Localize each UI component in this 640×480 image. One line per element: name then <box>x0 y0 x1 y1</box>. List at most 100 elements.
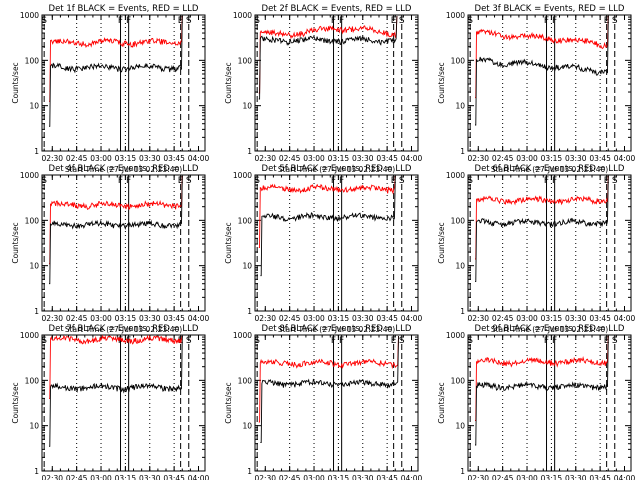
series-events-black <box>475 335 609 446</box>
x-tick-label: 03:00 <box>516 154 538 163</box>
marker-label: S <box>254 176 260 186</box>
y-tick-label: 1000 <box>446 11 465 20</box>
y-tick-label: 100 <box>25 376 40 385</box>
plot-frame <box>467 174 632 312</box>
x-tick-label: 02:30 <box>467 474 489 480</box>
marker-label: S <box>41 176 47 186</box>
x-tick-label: 03:45 <box>163 314 185 323</box>
x-tick-label: 02:30 <box>41 474 63 480</box>
panel-det-7: Det 7f BLACK = Events, RED = LLD Counts/s… <box>11 324 210 480</box>
x-tick-label: 02:45 <box>66 314 88 323</box>
x-tick-label: 03:00 <box>516 314 538 323</box>
x-tick-label: 03:30 <box>139 314 161 323</box>
series-events-black <box>258 15 398 100</box>
plot-frame <box>41 174 206 312</box>
x-tick-label: 03:15 <box>328 314 350 323</box>
series-lld-red <box>49 15 183 102</box>
x-axis-label: Start Time (27-Jul-13 02:23:40) <box>491 165 608 174</box>
x-tick-label: 03:30 <box>352 474 374 480</box>
marker-label: E <box>604 336 610 346</box>
x-tick-label: 03:45 <box>589 314 611 323</box>
x-tick-label: 04:00 <box>401 154 423 163</box>
panel-det-9: Det 9f BLACK = Events, RED = LLD Counts/s… <box>437 324 636 480</box>
marker-label: E <box>391 176 397 186</box>
chart-title: Det 3f BLACK = Events, RED = LLD <box>475 4 625 14</box>
x-axis-label: Start Time (27-Jul-13 02:23:40) <box>65 165 182 174</box>
y-axis-label: Counts/sec <box>437 222 446 263</box>
x-tick-label: 02:30 <box>254 154 276 163</box>
marker-label: F <box>118 16 123 26</box>
x-tick-label: 04:00 <box>188 314 210 323</box>
y-tick-label: 10 <box>29 262 39 271</box>
panel-det-3: Det 3f BLACK = Events, RED = LLD Counts/s… <box>437 4 636 174</box>
y-tick-label: 1000 <box>233 331 252 340</box>
series-lld-red <box>49 175 183 265</box>
y-axis-label: Counts/sec <box>437 62 446 103</box>
y-tick-label: 10 <box>242 262 252 271</box>
x-tick-label: 03:15 <box>541 474 563 480</box>
marker-label: S <box>467 336 473 346</box>
x-axis-label: Start Time (27-Jul-13 02:23:40) <box>278 325 395 334</box>
marker-label: S <box>467 16 473 26</box>
y-tick-label: 1000 <box>20 11 39 20</box>
y-tick-label: 1 <box>34 147 39 156</box>
x-tick-label: 02:45 <box>492 314 514 323</box>
plot-frame <box>254 14 419 152</box>
x-tick-label: 03:30 <box>565 474 587 480</box>
y-tick-label: 1000 <box>233 11 252 20</box>
x-tick-label: 03:15 <box>115 474 137 480</box>
x-tick-label: 03:30 <box>565 154 587 163</box>
series-lld-red <box>475 175 609 260</box>
plot-frame <box>41 334 206 472</box>
y-tick-label: 1 <box>34 307 39 316</box>
y-tick-label: 100 <box>451 56 466 65</box>
x-tick-label: 02:45 <box>492 474 514 480</box>
x-tick-label: 02:30 <box>467 314 489 323</box>
marker-label: F <box>544 176 549 186</box>
x-axis-label: Start Time (27-Jul-13 02:23:40) <box>491 325 608 334</box>
y-tick-label: 1000 <box>446 331 465 340</box>
marker-label: S <box>254 336 260 346</box>
marker-label: S <box>612 16 618 26</box>
x-tick-label: 04:00 <box>401 314 423 323</box>
marker-label: E <box>178 176 184 186</box>
y-tick-label: 100 <box>238 376 253 385</box>
chart-title: Det 6f BLACK = Events, RED = LLD <box>475 164 625 174</box>
y-axis-label: Counts/sec <box>224 222 233 263</box>
panel-det-5: Det 5f BLACK = Events, RED = LLD Counts/s… <box>224 164 423 334</box>
marker-label: F <box>126 16 131 26</box>
y-tick-label: 1 <box>34 467 39 476</box>
y-tick-label: 1 <box>460 147 465 156</box>
y-tick-label: 100 <box>451 376 466 385</box>
y-tick-label: 100 <box>25 56 40 65</box>
marker-label: E <box>391 16 397 26</box>
y-tick-label: 1 <box>247 467 252 476</box>
x-tick-label: 03:15 <box>328 474 350 480</box>
chart-title: Det 8f BLACK = Events, RED = LLD <box>262 324 412 334</box>
x-tick-label: 02:45 <box>279 154 301 163</box>
plot-frame <box>41 14 206 152</box>
x-tick-label: 02:45 <box>492 154 514 163</box>
y-tick-label: 1 <box>460 467 465 476</box>
marker-label: F <box>552 336 557 346</box>
marker-label: S <box>186 176 192 186</box>
x-tick-label: 03:45 <box>376 474 398 480</box>
marker-label: F <box>331 176 336 186</box>
panel-det-2: Det 2f BLACK = Events, RED = LLD Counts/s… <box>224 4 423 174</box>
chart-title: Det 4f BLACK = Events, RED = LLD <box>49 164 199 174</box>
marker-label: E <box>604 176 610 186</box>
series-events-black <box>475 15 609 126</box>
panel-det-6: Det 6f BLACK = Events, RED = LLD Counts/s… <box>437 164 636 334</box>
x-tick-label: 03:30 <box>139 154 161 163</box>
series-lld-red <box>49 334 183 399</box>
series-lld-red <box>258 15 398 94</box>
marker-label: S <box>186 16 192 26</box>
x-tick-label: 03:15 <box>328 154 350 163</box>
y-tick-label: 10 <box>455 422 465 431</box>
x-tick-label: 02:30 <box>254 314 276 323</box>
y-tick-label: 10 <box>455 262 465 271</box>
marker-label: S <box>467 176 473 186</box>
y-axis-label: Counts/sec <box>11 222 20 263</box>
marker-label: S <box>41 16 47 26</box>
marker-label: S <box>399 176 405 186</box>
